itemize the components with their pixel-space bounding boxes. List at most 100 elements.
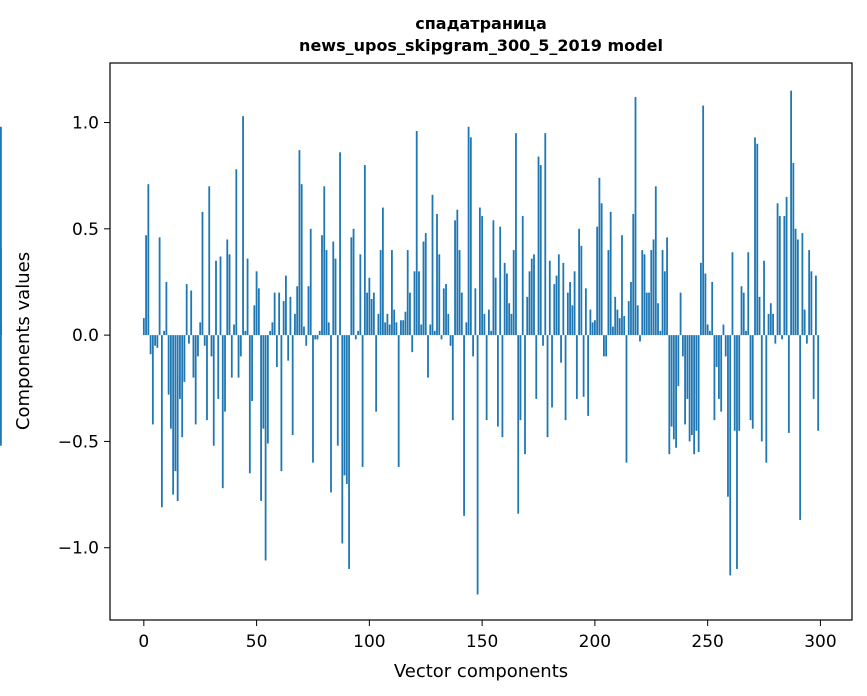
- bar: [341, 335, 344, 544]
- bar: [681, 335, 684, 357]
- bar: [715, 335, 718, 368]
- y-axis: −1.0 −0.5 0.0 0.5 1.0: [58, 114, 110, 559]
- chart-title-line-1: спадатраница: [415, 14, 547, 33]
- bar: [147, 184, 150, 336]
- bar: [666, 237, 668, 336]
- bar: [634, 97, 637, 336]
- bar: [783, 216, 786, 336]
- bar: [794, 228, 797, 336]
- bar: [506, 273, 508, 336]
- bar: [722, 324, 725, 336]
- bar: [160, 335, 163, 508]
- bar: [553, 284, 556, 336]
- bar: [526, 296, 529, 336]
- bar: [476, 335, 479, 595]
- bar: [391, 250, 393, 336]
- bar: [790, 90, 792, 336]
- bar: [352, 228, 355, 336]
- bar: [517, 335, 520, 514]
- bar: [769, 303, 772, 336]
- bar: [533, 254, 535, 336]
- bar: [332, 241, 335, 336]
- bar: [361, 335, 364, 467]
- bar: [515, 133, 517, 336]
- bar: [803, 309, 806, 336]
- bar: [593, 320, 596, 336]
- bar: [763, 260, 765, 336]
- bar: [659, 330, 662, 336]
- bar: [566, 292, 569, 336]
- bar: [711, 281, 714, 336]
- bar: [469, 137, 472, 336]
- bar: [663, 271, 666, 336]
- bar: [357, 330, 359, 336]
- bar: [778, 216, 781, 336]
- bar: [501, 335, 504, 438]
- bar: [483, 313, 486, 336]
- bar: [179, 335, 181, 399]
- bar: [343, 335, 346, 476]
- bar: [587, 335, 590, 416]
- bar: [447, 313, 450, 336]
- bar: [618, 318, 621, 336]
- bar: [237, 335, 240, 378]
- bar: [298, 150, 301, 336]
- bar: [767, 313, 770, 336]
- x-tick-label: 250: [691, 632, 723, 652]
- bar: [555, 275, 558, 336]
- bar: [632, 213, 635, 336]
- bar: [785, 196, 788, 336]
- bar: [172, 335, 175, 495]
- bar: [260, 335, 262, 501]
- bar: [609, 211, 612, 336]
- bar: [494, 277, 497, 336]
- bar: [212, 335, 215, 446]
- bar: [201, 211, 204, 336]
- bar: [156, 335, 159, 348]
- bar: [454, 220, 456, 336]
- bar: [758, 296, 761, 336]
- bar: [729, 335, 732, 576]
- bar: [451, 335, 454, 421]
- bar: [792, 162, 795, 336]
- bar: [591, 322, 594, 336]
- x-tick-label: 50: [246, 632, 268, 652]
- bar: [438, 254, 441, 336]
- bar: [580, 245, 583, 336]
- bar: [530, 258, 533, 336]
- bar: [165, 281, 168, 336]
- bar: [307, 286, 310, 336]
- bar: [167, 335, 170, 395]
- bar: [528, 271, 531, 336]
- bar: [305, 335, 308, 346]
- bar: [672, 335, 675, 440]
- bar: [693, 335, 696, 455]
- bar: [273, 292, 276, 336]
- bar: [269, 330, 272, 336]
- bar: [194, 335, 197, 425]
- bar: [188, 335, 190, 344]
- bar: [796, 239, 799, 336]
- bar: [697, 335, 700, 453]
- x-axis: 0 50 100 150 200 250 300: [138, 620, 837, 652]
- bar: [578, 228, 580, 336]
- bar: [433, 330, 436, 336]
- bar: [449, 335, 452, 346]
- bar: [215, 260, 217, 336]
- bar: [239, 335, 242, 357]
- bar: [605, 335, 608, 357]
- bar: [598, 177, 601, 336]
- bar: [668, 335, 671, 455]
- bar: [808, 250, 811, 336]
- bar: [264, 335, 267, 561]
- bar: [303, 326, 305, 336]
- bar: [327, 322, 330, 336]
- bar-series: [0, 90, 820, 595]
- bar: [690, 335, 693, 436]
- bar: [183, 335, 186, 382]
- bar: [312, 335, 314, 463]
- bar: [756, 143, 759, 336]
- bar: [499, 226, 502, 336]
- y-tick-label: 0.5: [72, 220, 99, 240]
